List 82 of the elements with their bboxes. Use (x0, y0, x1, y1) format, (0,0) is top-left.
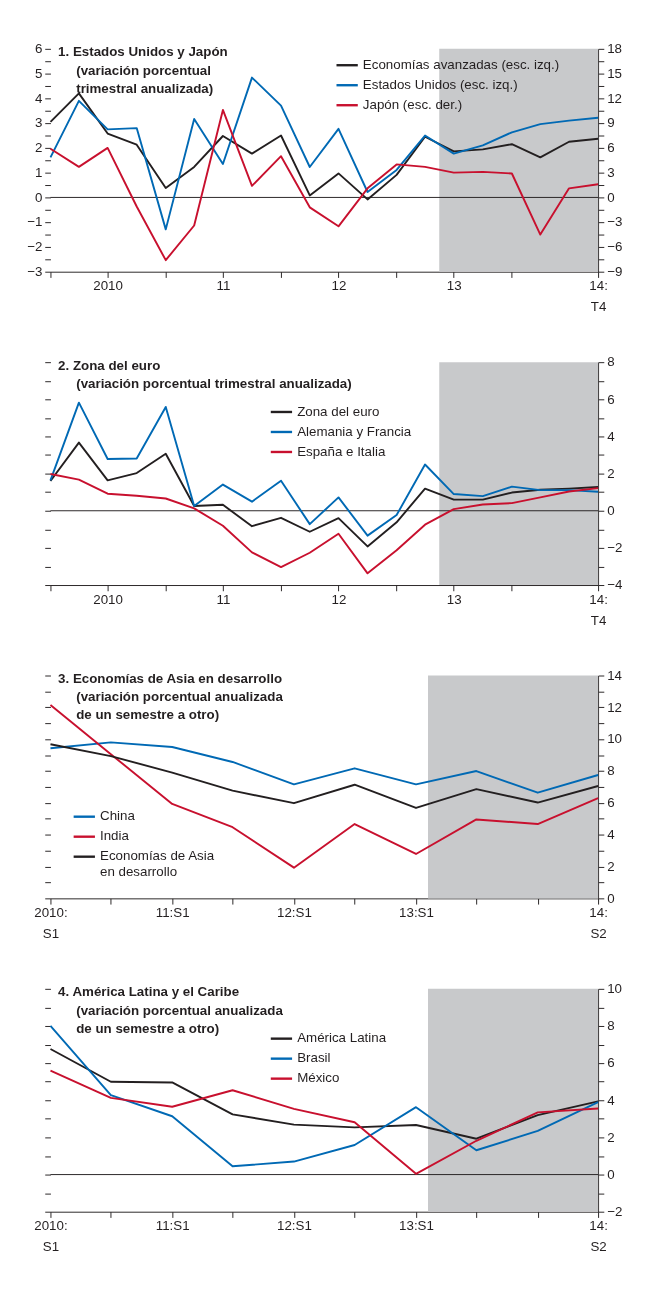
y-tick-label: −1 (27, 214, 43, 230)
y2-tick-label: 6 (607, 1055, 615, 1071)
legend-label: México (297, 1070, 340, 1086)
y2-tick-label: 10 (607, 981, 622, 997)
text: (variación porcentual trimestral anualizada) (76, 62, 214, 96)
x-tick-label: 2010 (93, 278, 123, 294)
y2-tick-label: 0 (607, 1166, 615, 1182)
chart-title: 2. Zona del euro (58, 357, 161, 373)
y2-tick-label: 9 (607, 115, 615, 131)
y2-tick-label: 12 (607, 699, 622, 715)
legend-label: Zona del euro (297, 403, 380, 419)
y2-tick-label: 6 (607, 391, 615, 407)
y2-tick-label: 4 (607, 1092, 616, 1108)
text: (variación porcentual anualizada de un semestre a otro) (76, 689, 284, 723)
x-tick-label: 14: T4 (589, 278, 608, 315)
x-tick-label: 2010 (93, 591, 123, 607)
x-tick-label: 14: S2 (589, 904, 608, 941)
legend-label: China (100, 808, 136, 824)
y2-tick-label: 14 (607, 667, 623, 683)
y-tick-label: −3 (27, 264, 43, 279)
x-tick-label: 11 (216, 591, 231, 607)
y2-tick-label: 18 (607, 41, 622, 57)
y-tick-label: 3 (34, 115, 43, 131)
legend-label: India (100, 828, 130, 844)
y-tick-label: 0 (34, 189, 43, 205)
legend-label: Economías avanzadas (esc. izq.) (362, 57, 560, 73)
y2-tick-label: 4 (607, 826, 616, 842)
legend-label: Estados Unidos (esc. izq.) (362, 77, 518, 93)
x-tick-label: 14: S2 (589, 1218, 608, 1255)
y-tick-label: 6 (34, 41, 43, 57)
y-tick-label: 5 (34, 65, 43, 81)
y2-tick-label: 0 (607, 503, 615, 519)
chart-title: 1. Estados Unidos y Japón (58, 44, 228, 60)
chart-title: 4. América Latina y el Caribe (58, 984, 240, 1000)
x-tick-label: 12 (331, 278, 347, 294)
y2-tick-label: 10 (607, 731, 622, 747)
text: (variación porcentual anualizada de un semestre a otro) (76, 1002, 284, 1036)
x-tick-label: 13:S1 (399, 904, 434, 920)
legend-label: América Latina (297, 1030, 387, 1046)
y2-tick-label: −4 (607, 577, 623, 593)
y2-tick-label: 15 (607, 65, 622, 81)
x-tick-label: 13:S1 (399, 1218, 434, 1234)
y2-tick-label: −2 (607, 540, 623, 556)
x-tick-label: 12:S1 (276, 904, 312, 920)
text: (variación porcentual trimestral anualizada) (76, 375, 352, 391)
y2-tick-label: 2 (607, 858, 615, 874)
x-tick-label: 13 (446, 591, 462, 607)
x-tick-label: 13 (446, 278, 462, 294)
x-tick-label: 11:S1 (155, 1218, 190, 1234)
y2-tick-label: 4 (607, 428, 616, 444)
y2-tick-label: 0 (607, 890, 615, 906)
y2-tick-label: 8 (607, 763, 615, 779)
y-tick-label: 1 (34, 164, 43, 180)
x-tick-label: 11:S1 (155, 904, 190, 920)
y2-tick-label: 8 (607, 354, 615, 370)
x-tick-label: 2010: S1 (34, 1218, 68, 1255)
y2-tick-label: 2 (607, 1129, 615, 1145)
legend-label: Economías de Asia en desarrollo (100, 848, 215, 879)
y2-tick-label: 3 (607, 164, 615, 180)
x-tick-label: 14: T4 (589, 591, 608, 628)
x-tick-label: 12:S1 (276, 1218, 312, 1234)
legend-label: Japón (esc. der.) (362, 97, 463, 113)
y2-tick-label: 6 (607, 795, 615, 811)
y-tick-label: 4 (34, 90, 43, 106)
y2-tick-label: −2 (607, 1204, 623, 1219)
legend-label: Alemania y Francia (297, 423, 412, 439)
y-tick-label: 2 (34, 140, 43, 156)
chart-title: 3. Economías de Asia en desarrollo (58, 671, 283, 687)
y-tick-label: −2 (27, 239, 43, 255)
y2-tick-label: −6 (607, 239, 623, 255)
y2-tick-label: 0 (607, 189, 615, 205)
y2-tick-label: −9 (607, 264, 623, 279)
legend-label: Brasil (297, 1050, 331, 1066)
x-tick-label: 2010: S1 (34, 904, 68, 941)
legend-label: España e Italia (297, 443, 386, 459)
x-tick-label: 11 (216, 278, 231, 294)
y2-tick-label: 12 (607, 90, 622, 106)
y2-tick-label: 8 (607, 1018, 615, 1034)
x-tick-label: 12 (331, 591, 347, 607)
y2-tick-label: 2 (607, 465, 615, 481)
y2-tick-label: 6 (607, 140, 615, 156)
y2-tick-label: −3 (607, 214, 623, 230)
